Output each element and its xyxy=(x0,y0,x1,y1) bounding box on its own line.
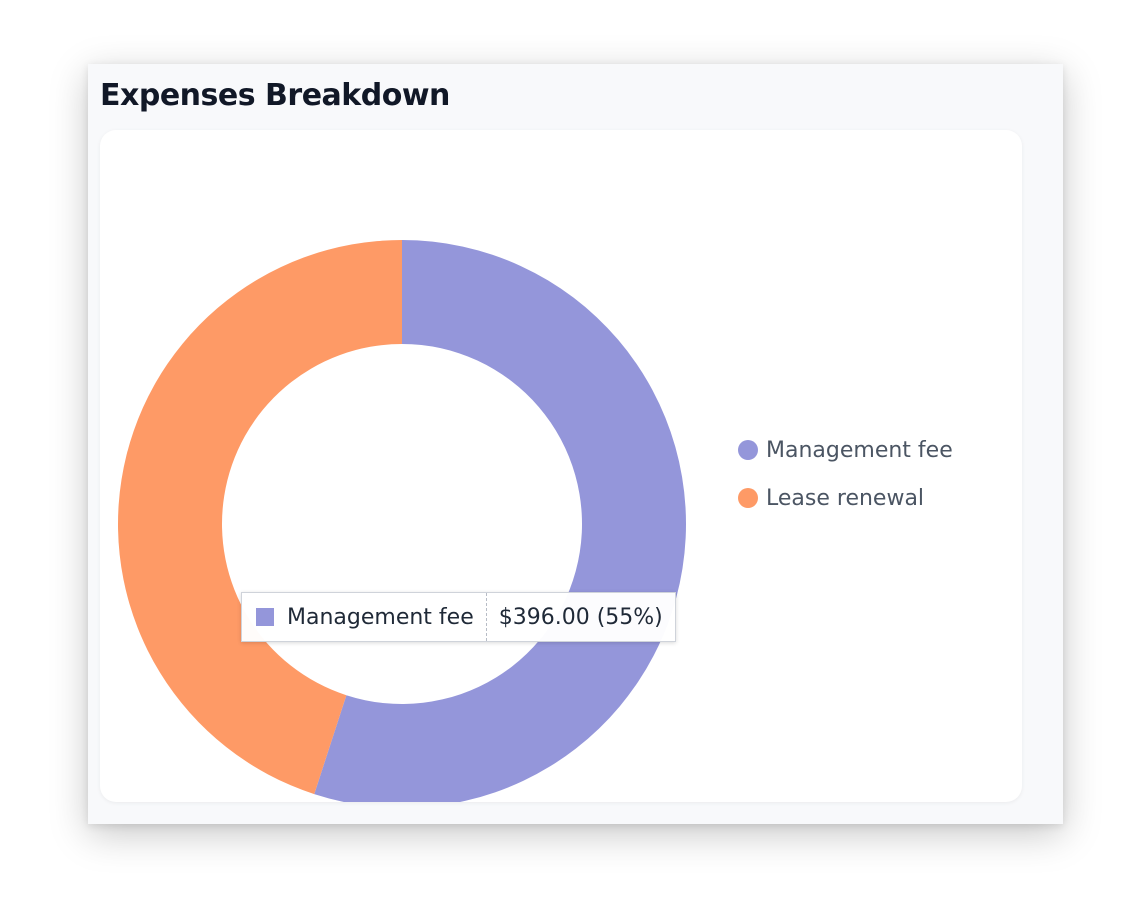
panel-title: Expenses Breakdown xyxy=(100,78,450,113)
expenses-panel: Expenses Breakdown Management fee Lease … xyxy=(88,64,1063,824)
chart-legend: Management fee Lease renewal xyxy=(738,426,953,522)
tooltip-swatch xyxy=(256,608,274,626)
donut-chart xyxy=(118,240,686,802)
legend-item-lease-renewal[interactable]: Lease renewal xyxy=(738,474,953,522)
tooltip-series: Management fee xyxy=(242,593,487,641)
legend-marker xyxy=(738,440,758,460)
chart-tooltip: Management fee $396.00 (55%) xyxy=(241,592,676,642)
legend-item-management-fee[interactable]: Management fee xyxy=(738,426,953,474)
tooltip-value: $396.00 (55%) xyxy=(498,604,663,630)
donut-slice-management-fee[interactable] xyxy=(314,240,686,802)
donut-slice-lease-renewal[interactable] xyxy=(118,240,403,795)
legend-label: Lease renewal xyxy=(766,485,925,511)
chart-card: Management fee Lease renewal Management … xyxy=(100,130,1022,802)
legend-marker xyxy=(738,488,758,508)
legend-label: Management fee xyxy=(766,437,953,463)
tooltip-label: Management fee xyxy=(287,604,474,630)
